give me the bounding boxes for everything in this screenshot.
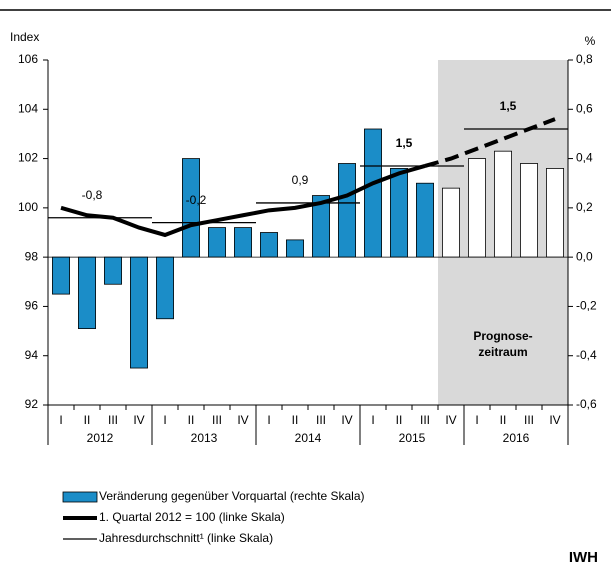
- bar: [468, 158, 486, 258]
- year-label: 2015: [399, 431, 426, 445]
- year-label: 2012: [87, 431, 114, 445]
- x-tick-label: IV: [549, 413, 560, 427]
- annual-label: 1,5: [500, 99, 517, 113]
- bar: [234, 227, 252, 258]
- y-tick-label: 92: [25, 397, 39, 411]
- y2-tick-label: -0,2: [576, 299, 597, 313]
- forecast-label: Prognose-: [473, 329, 532, 343]
- y-tick-label: 100: [18, 200, 38, 214]
- bar: [364, 128, 382, 258]
- year-label: 2013: [191, 431, 218, 445]
- legend-label: Jahresdurchschnitt¹ (linke Skala): [99, 531, 273, 545]
- year-label: 2014: [295, 431, 322, 445]
- source: IWH: [569, 549, 598, 566]
- x-tick-label: II: [188, 413, 195, 427]
- bar: [130, 256, 148, 369]
- x-tick-label: I: [59, 413, 62, 427]
- legend-swatch: [62, 491, 98, 503]
- x-tick-label: I: [163, 413, 166, 427]
- bar: [442, 187, 460, 258]
- x-tick-label: III: [212, 413, 222, 427]
- index-line: [424, 117, 556, 168]
- y2-tick-label: 0,8: [576, 52, 593, 66]
- x-tick-label: I: [267, 413, 270, 427]
- year-label: 2016: [503, 431, 530, 445]
- y-tick-label: 102: [18, 151, 38, 165]
- bar: [208, 227, 226, 258]
- annual-label: 0,9: [292, 173, 309, 187]
- x-tick-label: II: [500, 413, 507, 427]
- index-line: [60, 164, 426, 238]
- y2-tick-label: 0,0: [576, 249, 593, 263]
- y-tick-label: 98: [25, 249, 39, 263]
- bar: [104, 256, 122, 285]
- bar: [260, 232, 278, 258]
- bar: [494, 150, 512, 258]
- bar: [156, 256, 174, 320]
- x-tick-label: III: [524, 413, 534, 427]
- y2-axis-label: %: [585, 34, 596, 48]
- annual-label: -0,2: [186, 193, 207, 207]
- x-tick-label: I: [475, 413, 478, 427]
- y-tick-label: 96: [25, 299, 39, 313]
- y2-tick-label: 0,2: [576, 200, 593, 214]
- x-tick-label: II: [84, 413, 91, 427]
- x-tick-label: III: [316, 413, 326, 427]
- bar: [338, 163, 356, 258]
- x-tick-label: III: [420, 413, 430, 427]
- y-tick-label: 106: [18, 52, 38, 66]
- bar: [546, 168, 564, 258]
- bar: [390, 168, 408, 258]
- x-tick-label: IV: [237, 413, 248, 427]
- y2-tick-label: -0,6: [576, 397, 597, 411]
- bar: [78, 256, 96, 330]
- x-tick-label: IV: [445, 413, 456, 427]
- x-tick-label: II: [292, 413, 299, 427]
- y-tick-label: 104: [18, 101, 38, 115]
- annual-label: -0,8: [82, 188, 103, 202]
- bar: [182, 158, 200, 258]
- y2-tick-label: 0,6: [576, 101, 593, 115]
- y-axis-label: Index: [10, 30, 39, 44]
- bar: [416, 182, 434, 258]
- x-tick-label: III: [108, 413, 118, 427]
- x-tick-label: I: [371, 413, 374, 427]
- bar: [52, 256, 70, 295]
- bar: [520, 163, 538, 258]
- legend-label: 1. Quartal 2012 = 100 (linke Skala): [99, 510, 285, 524]
- legend-label: Veränderung gegenüber Vorquartal (rechte…: [99, 489, 365, 503]
- forecast-label: zeitraum: [478, 345, 527, 359]
- y2-tick-label: -0,4: [576, 348, 597, 362]
- bar: [286, 239, 304, 258]
- x-tick-label: II: [396, 413, 403, 427]
- y2-tick-label: 0,4: [576, 151, 593, 165]
- x-tick-label: IV: [133, 413, 144, 427]
- y-tick-label: 94: [25, 348, 39, 362]
- annual-label: 1,5: [396, 136, 413, 150]
- x-tick-label: IV: [341, 413, 352, 427]
